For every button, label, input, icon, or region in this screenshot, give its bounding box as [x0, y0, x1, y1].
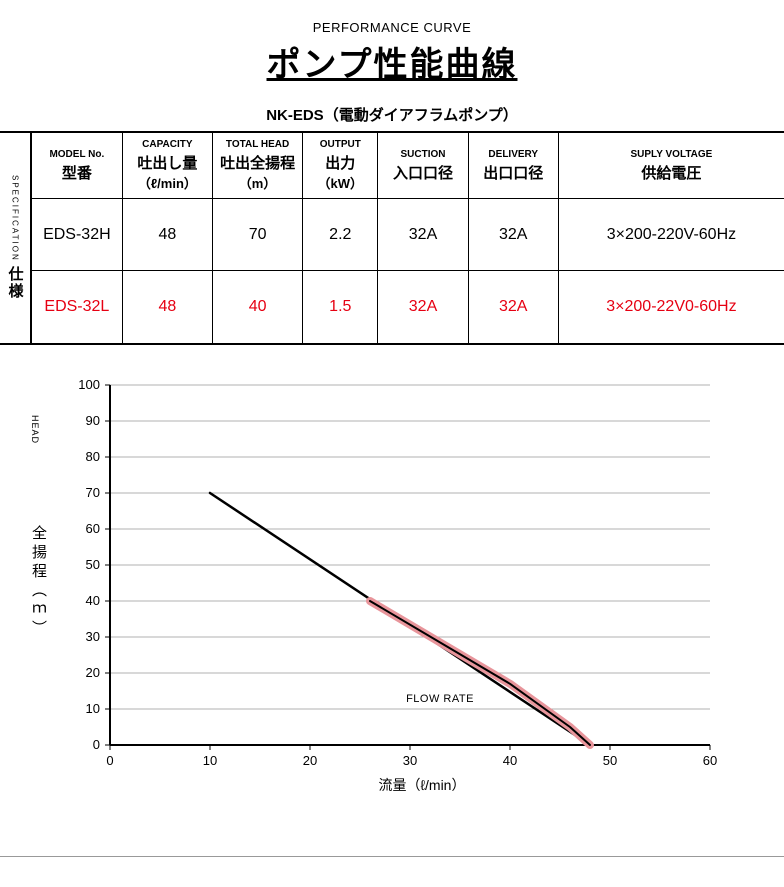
subtitle: NK-EDS（電動ダイアフラムポンプ）	[0, 104, 784, 125]
table-cell: EDS-32H	[32, 199, 122, 271]
col-header-jp: 吐出全揚程	[217, 152, 298, 173]
table-header-row: MODEL No.型番CAPACITY吐出し量（ℓ/min）TOTAL HEAD…	[32, 133, 784, 199]
col-header-unit: （m）	[217, 173, 298, 192]
y-axis-label-en: HEAD	[30, 415, 40, 444]
col-header-jp: 吐出し量	[127, 152, 208, 173]
col-header-en: DELIVERY	[473, 149, 554, 160]
col-header: CAPACITY 吐出し量（ℓ/min）	[122, 133, 212, 199]
svg-text:20: 20	[86, 665, 100, 680]
svg-text:60: 60	[703, 753, 717, 765]
col-header-jp: 出口口径	[473, 162, 554, 183]
col-header: OUTPUT 出力（kW）	[303, 133, 378, 199]
col-header-jp: 型番	[36, 162, 118, 183]
col-header-en: OUTPUT	[307, 139, 373, 150]
table-cell: 32A	[468, 271, 558, 343]
col-header-en: SUCTION	[382, 149, 463, 160]
col-header: SUCTION 入口口径	[378, 133, 468, 199]
table-cell: 32A	[378, 199, 468, 271]
svg-text:10: 10	[86, 701, 100, 716]
title-block: PERFORMANCE CURVE ポンプ性能曲線 NK-EDS（電動ダイアフラ…	[0, 0, 784, 125]
table-cell: 40	[212, 271, 302, 343]
spec-table-wrap: SPECIFICATION 仕様 MODEL No. 型番 CAPACITY 吐出し量…	[0, 131, 784, 345]
title-en: PERFORMANCE CURVE	[0, 20, 784, 35]
svg-text:40: 40	[503, 753, 517, 765]
svg-text:60: 60	[86, 521, 100, 536]
col-header-jp: 出力	[307, 152, 373, 173]
svg-text:20: 20	[303, 753, 317, 765]
title-main: ポンプ性能曲線	[0, 37, 784, 86]
spec-en: SPECIFICATION	[11, 175, 20, 262]
svg-text:80: 80	[86, 449, 100, 464]
table-cell: 70	[212, 199, 302, 271]
table-row: EDS-32L48401.532A32A3×200-22V0-60Hz	[32, 271, 784, 343]
col-header-jp: 供給電圧	[563, 162, 780, 183]
col-header: MODEL No. 型番	[32, 133, 122, 199]
svg-text:30: 30	[86, 629, 100, 644]
col-header-en: CAPACITY	[127, 139, 208, 150]
table-cell: 2.2	[303, 199, 378, 271]
table-cell: 3×200-22V0-60Hz	[558, 271, 784, 343]
spec-jp: 仕様	[5, 266, 26, 300]
svg-text:10: 10	[203, 753, 217, 765]
col-header-en: SUPLY VOLTAGE	[563, 149, 780, 160]
table-cell: 1.5	[303, 271, 378, 343]
y-axis-label-jp: 全揚程（ｍ）	[28, 525, 49, 639]
col-header-en: MODEL No.	[36, 149, 118, 160]
x-axis-label: 流量（ℓ/min）	[70, 775, 774, 795]
svg-text:50: 50	[86, 557, 100, 572]
svg-text:90: 90	[86, 413, 100, 428]
chart-area: HEAD 全揚程（ｍ） 0 10 20 30 40 50 60 70 80 90 100 0 10 20 3…	[0, 345, 784, 857]
spec-table: MODEL No.型番CAPACITY吐出し量（ℓ/min）TOTAL HEAD…	[32, 133, 784, 343]
table-cell: EDS-32L	[32, 271, 122, 343]
svg-text:70: 70	[86, 485, 100, 500]
spec-side-label: SPECIFICATION 仕様	[0, 133, 32, 343]
col-header: DELIVERY 出口口径	[468, 133, 558, 199]
performance-chart: 0 10 20 30 40 50 60 70 80 90 100 0 10 20 30 40 50 60 FLOW …	[70, 365, 720, 765]
svg-text:FLOW RATE: FLOW RATE	[406, 692, 474, 704]
table-cell: 32A	[378, 271, 468, 343]
col-header-jp: 入口口径	[382, 162, 463, 183]
svg-text:30: 30	[403, 753, 417, 765]
svg-text:50: 50	[603, 753, 617, 765]
table-cell: 48	[122, 199, 212, 271]
table-cell: 32A	[468, 199, 558, 271]
svg-text:40: 40	[86, 593, 100, 608]
col-header-unit: （kW）	[307, 173, 373, 192]
svg-text:100: 100	[78, 377, 100, 392]
svg-text:0: 0	[106, 753, 113, 765]
table-row: EDS-32H48702.232A32A3×200-220V-60Hz	[32, 199, 784, 271]
page: PERFORMANCE CURVE ポンプ性能曲線 NK-EDS（電動ダイアフラ…	[0, 0, 784, 857]
col-header-en: TOTAL HEAD	[217, 139, 298, 150]
svg-text:0: 0	[93, 737, 100, 752]
table-cell: 48	[122, 271, 212, 343]
col-header: SUPLY VOLTAGE 供給電圧	[558, 133, 784, 199]
col-header: TOTAL HEAD 吐出全揚程（m）	[212, 133, 302, 199]
table-cell: 3×200-220V-60Hz	[558, 199, 784, 271]
col-header-unit: （ℓ/min）	[127, 173, 208, 192]
